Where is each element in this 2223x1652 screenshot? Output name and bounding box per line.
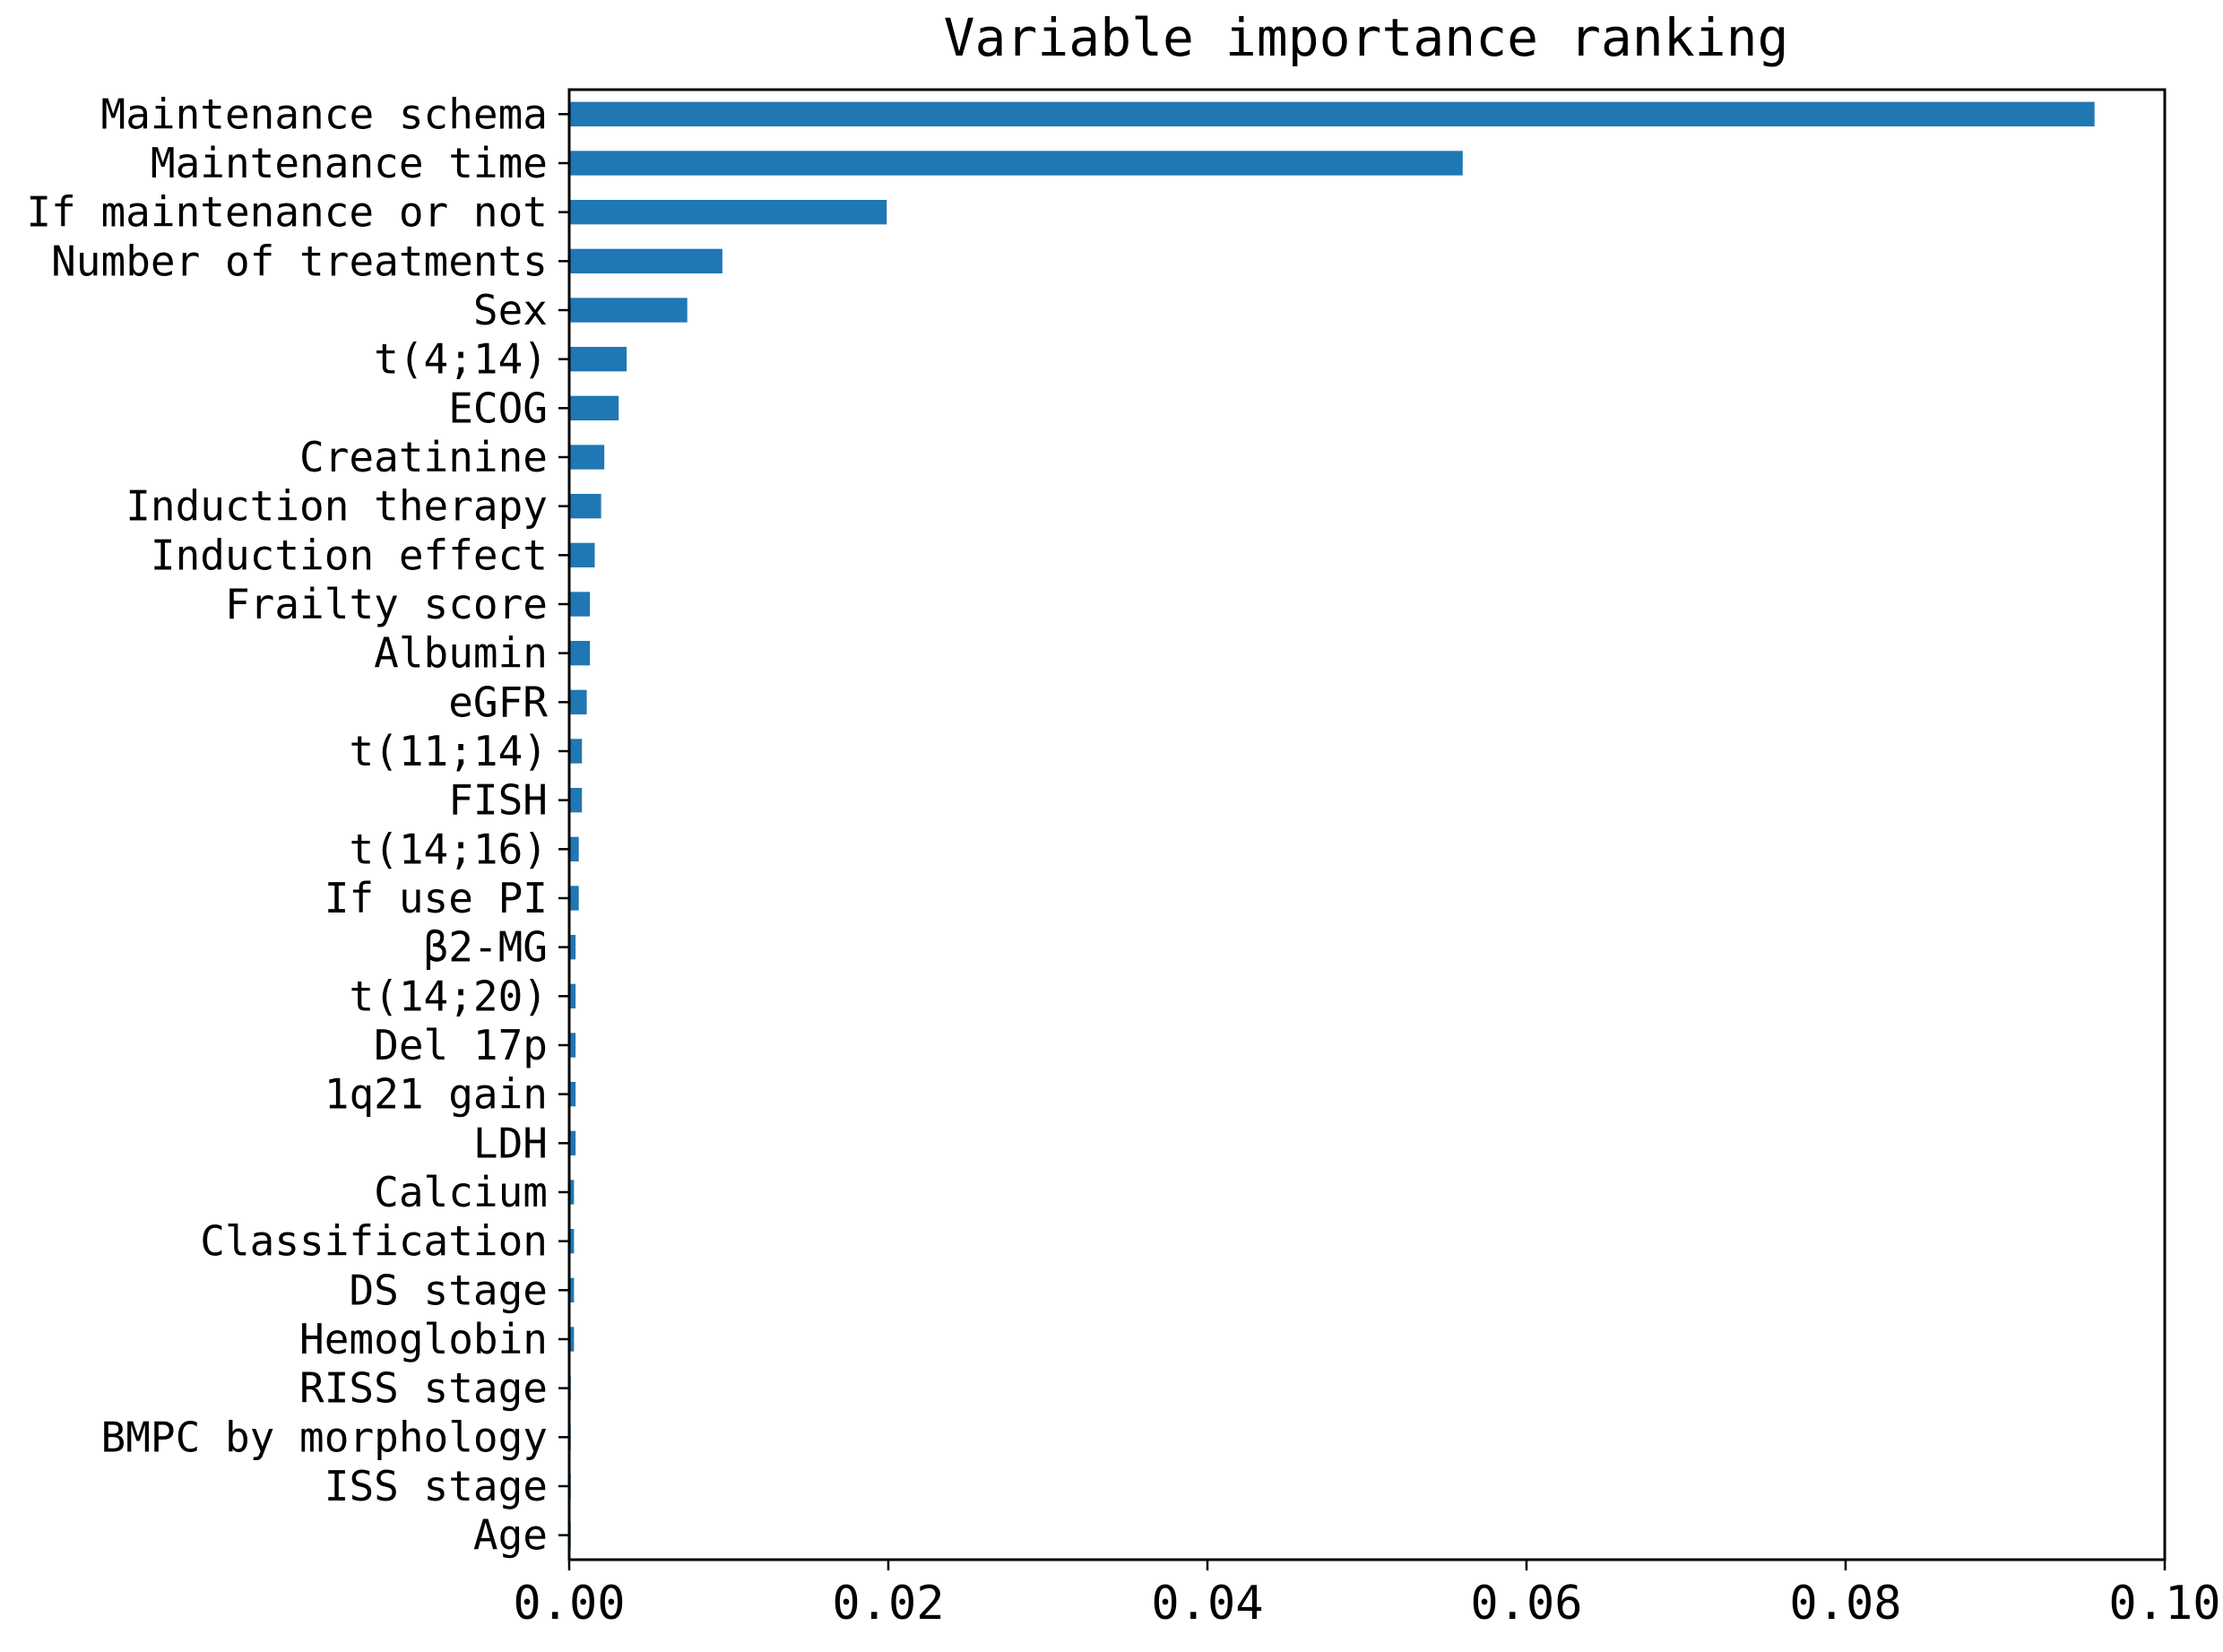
y-tick-label: Hemoglobin: [299, 1315, 548, 1363]
bar: [569, 641, 591, 666]
y-tick-label: DS stage: [349, 1266, 548, 1314]
y-tick-label: β2-MG: [424, 923, 548, 972]
y-tick-label: Maintenance schema: [101, 90, 549, 138]
y-tick-label: If use PI: [324, 874, 548, 922]
bar: [569, 1082, 576, 1107]
y-tick-label: Age: [473, 1511, 548, 1560]
bar: [569, 788, 583, 813]
bar: [569, 935, 576, 960]
bar: [569, 248, 722, 273]
x-tick-label: 0.00: [513, 1577, 625, 1630]
bar: [569, 151, 1463, 176]
y-tick-label: t(14;16): [349, 825, 548, 873]
bar: [569, 200, 887, 225]
bar: [569, 1327, 575, 1352]
bar: [569, 494, 601, 519]
bar: [569, 1229, 575, 1254]
y-tick-label: ECOG: [448, 384, 548, 432]
y-tick-label: Albumin: [374, 629, 548, 678]
bar: [569, 836, 579, 861]
y-tick-label: BMPC by morphology: [101, 1413, 549, 1461]
x-tick-label: 0.02: [832, 1577, 944, 1630]
y-tick-label: Sex: [473, 286, 548, 334]
y-tick-label: eGFR: [448, 678, 548, 726]
bar: [569, 1277, 575, 1302]
bars-layer: [569, 101, 2095, 1548]
x-axis-ticks: 0.00 0.02 0.04 0.06 0.08 0.10: [513, 1560, 2221, 1630]
bar: [569, 1033, 576, 1058]
chart-title: Variable importance ranking: [944, 7, 1789, 68]
y-tick-label: t(11;14): [349, 727, 548, 775]
y-tick-label: Classification: [200, 1217, 548, 1266]
x-tick-label: 0.10: [2108, 1577, 2220, 1630]
bar: [569, 886, 579, 911]
y-tick-label: Induction effect: [151, 531, 548, 579]
y-tick-label: Number of treatments: [51, 237, 548, 285]
bar: [569, 101, 2095, 126]
y-tick-label: t(4;14): [374, 335, 548, 384]
y-tick-label: LDH: [473, 1119, 548, 1167]
bar: [569, 298, 688, 323]
y-tick-label: 1q21 gain: [324, 1070, 548, 1119]
bar: [569, 1130, 576, 1155]
y-tick-label: Maintenance time: [151, 139, 548, 187]
y-tick-label: RISS stage: [299, 1364, 548, 1413]
y-tick-label: Induction therapy: [125, 482, 548, 531]
x-tick-label: 0.04: [1151, 1577, 1263, 1630]
x-tick-label: 0.08: [1789, 1577, 1901, 1630]
bar: [569, 689, 587, 714]
bar: [569, 1180, 575, 1205]
y-tick-label: Frailty score: [225, 580, 548, 628]
y-tick-label: FISH: [448, 776, 548, 825]
bar: [569, 592, 591, 617]
y-tick-label: ISS stage: [324, 1462, 548, 1510]
y-tick-label: If maintenance or not: [26, 188, 548, 237]
x-tick-label: 0.06: [1470, 1577, 1582, 1630]
y-tick-label: Del 17p: [374, 1021, 548, 1069]
y-tick-label: t(14;20): [349, 972, 548, 1020]
bar: [569, 347, 627, 372]
plot-frame: [567, 88, 2167, 1561]
bar: [569, 983, 576, 1008]
y-tick-label: Calcium: [374, 1168, 548, 1216]
bar: [569, 739, 583, 764]
bar: [569, 542, 595, 567]
bar: [569, 445, 605, 470]
y-tick-label: Creatinine: [299, 433, 548, 481]
bar: [569, 395, 619, 420]
